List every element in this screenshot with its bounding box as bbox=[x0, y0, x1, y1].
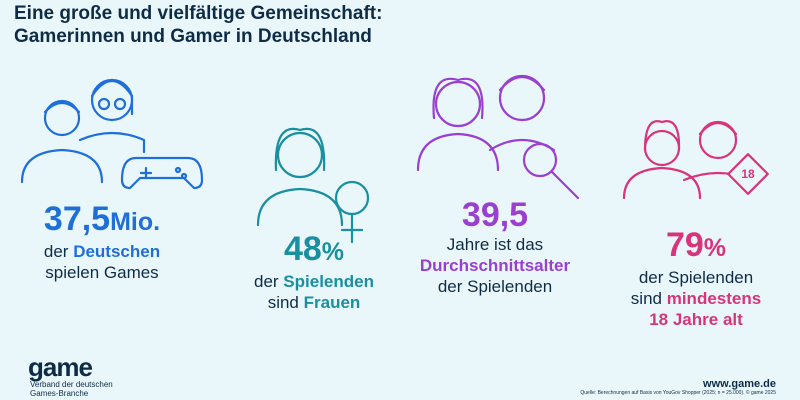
stat-text: spielen Games bbox=[45, 263, 159, 282]
stat-line: spielen Games bbox=[2, 262, 202, 283]
stat-number: 37,5 bbox=[43, 200, 111, 238]
stat-text: der Spielenden bbox=[437, 277, 553, 296]
stat-unit: Mio. bbox=[110, 208, 161, 236]
tagline-line: Verband der deutschen bbox=[30, 380, 113, 389]
stat-text: 18 Jahre alt bbox=[649, 310, 743, 329]
stat-number: 79 bbox=[665, 226, 704, 264]
title-line: Eine große und vielfältige Gemeinschaft: bbox=[14, 3, 383, 24]
stat-text: mindestens bbox=[666, 289, 762, 308]
stat-number: 39,5 bbox=[461, 196, 529, 234]
stat-unit: % bbox=[321, 238, 345, 266]
stat: 48% der Spielenden sind Frauen bbox=[214, 230, 414, 313]
stat-line: sind mindestens bbox=[596, 288, 796, 309]
family-icon bbox=[20, 78, 204, 190]
logo: game bbox=[28, 352, 93, 382]
stat-headline: 39,5 bbox=[395, 196, 595, 234]
teen-icon bbox=[622, 120, 769, 200]
stat-number: 48 bbox=[283, 230, 322, 268]
stat-line: der Spielenden bbox=[596, 267, 796, 288]
stat-line: der Deutschen bbox=[2, 241, 202, 262]
stat: 79% der Spielenden sind mindestens 18 Jahre… bbox=[596, 226, 796, 330]
stat: 37,5Mio. der Deutschen spielen Games bbox=[2, 200, 202, 283]
stat-headline: 37,5Mio. bbox=[2, 200, 202, 241]
stat-text: der bbox=[43, 242, 74, 261]
url: www.game.de bbox=[703, 378, 776, 390]
stat-headline: 48% bbox=[214, 230, 414, 271]
stat-text: Deutschen bbox=[73, 242, 161, 261]
stat-text: der bbox=[254, 272, 284, 291]
tagline: Verband der deutschen Games-Branche bbox=[30, 380, 113, 398]
title: Eine große und vielfältige Gemeinschaft:… bbox=[14, 2, 382, 48]
stat-line: 18 Jahre alt bbox=[596, 309, 796, 330]
stat-headline: 79% bbox=[596, 226, 796, 267]
stat-line: der Spielenden bbox=[395, 276, 595, 297]
source: Quelle: Berechnungen auf Basis von YouGo… bbox=[580, 390, 776, 396]
title-line: Gamerinnen und Gamer in Deutschland bbox=[14, 26, 372, 47]
stat-line: der Spielenden bbox=[214, 271, 414, 292]
stat-text: sind bbox=[630, 289, 667, 308]
stat: 39,5 Jahre ist das Durchschnittsalter der S… bbox=[395, 196, 595, 297]
stat-line: Durchschnittsalter bbox=[395, 255, 595, 276]
stat-unit: % bbox=[703, 234, 727, 262]
stat-text: sind bbox=[267, 293, 304, 312]
couple-icon bbox=[416, 74, 580, 200]
age-badge: 18 bbox=[741, 167, 755, 181]
tagline-line: Games-Branche bbox=[30, 389, 89, 398]
stat-text: der Spielenden bbox=[638, 268, 754, 287]
stat-line: Jahre ist das bbox=[395, 234, 595, 255]
stat-text: Frauen bbox=[303, 293, 361, 312]
woman-icon bbox=[256, 127, 370, 244]
stat-text: Durchschnittsalter bbox=[419, 256, 571, 275]
stat-text: Jahre ist das bbox=[446, 235, 544, 254]
stat-line: sind Frauen bbox=[214, 292, 414, 313]
stat-text: Spielenden bbox=[283, 272, 374, 291]
